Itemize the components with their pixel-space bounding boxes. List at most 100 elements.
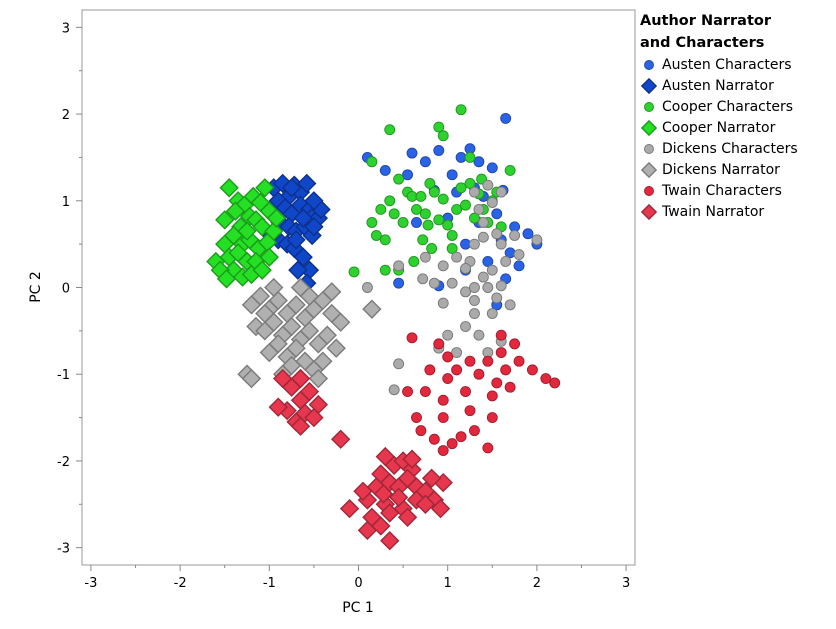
- dickens-narrator-point: [241, 368, 262, 389]
- legend-symbol-twain-characters: [644, 185, 654, 196]
- twain-narrator-point: [421, 468, 442, 488]
- x-tick-label: 0: [354, 576, 362, 591]
- dickens-narrator-point: [250, 286, 271, 306]
- series-layer: [206, 104, 561, 551]
- legend-marker-austen-narrator: [640, 77, 658, 94]
- cooper-characters-point: [437, 193, 449, 205]
- twain-narrator-point: [339, 498, 360, 519]
- dickens-characters-point: [500, 256, 512, 267]
- dickens-characters-point: [469, 308, 480, 319]
- cooper-characters-point: [417, 234, 429, 246]
- legend-label: Dickens Characters: [662, 140, 798, 157]
- twain-characters-point: [437, 412, 449, 424]
- austen-narrator-point: [281, 178, 302, 198]
- twain-narrator-point: [397, 507, 418, 527]
- twain-characters-point: [424, 364, 436, 376]
- dickens-characters-point: [513, 249, 525, 260]
- legend-item-austen-characters: Austen Characters: [640, 54, 830, 75]
- legend-item-cooper-characters: Cooper Characters: [640, 96, 830, 117]
- twain-characters-point: [437, 445, 449, 456]
- dickens-narrator-point: [255, 303, 275, 324]
- cooper-narrator-point: [216, 269, 237, 289]
- austen-narrator-point: [293, 247, 313, 267]
- legend-marker-twain-characters: [644, 185, 654, 196]
- legend-label: Cooper Narrator: [662, 119, 776, 136]
- twain-characters-point: [469, 425, 480, 437]
- legend-item-austen-narrator: Austen Narrator: [640, 75, 830, 96]
- twain-characters-point: [500, 364, 512, 376]
- x-tick-label: 2: [533, 576, 541, 591]
- twain-narrator-point: [415, 494, 436, 514]
- cooper-characters-point: [411, 204, 422, 215]
- dickens-characters-point: [477, 231, 489, 243]
- x-tick-label: -1: [263, 576, 276, 591]
- twain-narrator-point: [290, 368, 311, 389]
- twain-characters-point: [495, 347, 507, 358]
- dickens-characters-point: [482, 179, 494, 191]
- dickens-narrator-point: [322, 282, 342, 302]
- twain-characters-point: [433, 338, 445, 350]
- legend-item-twain-narrator: Twain Narrator: [640, 201, 830, 222]
- y-tick-label: 2: [62, 108, 70, 123]
- cooper-narrator-point: [219, 178, 239, 198]
- dickens-characters-point: [509, 230, 521, 241]
- austen-characters-point: [446, 169, 458, 181]
- cooper-characters-point: [419, 208, 431, 220]
- cooper-narrator-point: [255, 178, 275, 198]
- legend-title-line-2: and Characters: [640, 35, 765, 51]
- cooper-characters-point: [415, 190, 427, 202]
- series-twain-characters: [402, 329, 561, 456]
- twain-narrator-point: [362, 507, 382, 527]
- austen-characters-point: [513, 260, 525, 272]
- cooper-characters-point: [504, 164, 516, 176]
- dickens-characters-point: [469, 186, 480, 198]
- legend-symbol-austen-narrator: [640, 77, 658, 94]
- dickens-narrator-point: [290, 277, 311, 298]
- twain-characters-point: [442, 351, 454, 363]
- legend-label: Dickens Narrator: [662, 161, 780, 178]
- austen-characters-point: [419, 156, 431, 168]
- axes-layer: -3 -2 -1 0 1 2 3 -3 -2 -1 0 1 2 3: [57, 21, 630, 591]
- dickens-characters-point: [460, 286, 471, 298]
- cooper-narrator-point: [264, 221, 284, 241]
- dickens-narrator-point: [317, 325, 337, 345]
- twain-characters-point: [446, 438, 458, 450]
- cooper-characters-point: [455, 104, 467, 116]
- legend-symbol-dickens-characters: [644, 143, 654, 154]
- austen-narrator-point: [304, 217, 324, 237]
- twain-characters-point: [442, 373, 454, 385]
- dickens-characters-point: [451, 251, 463, 263]
- dickens-characters-point: [495, 280, 507, 292]
- legend-marker-austen-characters: [644, 59, 654, 70]
- dickens-narrator-point: [286, 295, 306, 315]
- dickens-narrator-point: [326, 338, 346, 358]
- dickens-characters-point: [469, 295, 480, 306]
- cooper-characters-point: [428, 186, 440, 198]
- dickens-characters-point: [417, 273, 429, 285]
- twain-characters-point: [473, 368, 485, 380]
- cooper-characters-point: [426, 243, 438, 254]
- twain-characters-point: [486, 390, 498, 402]
- dickens-characters-point: [460, 321, 471, 332]
- cooper-characters-point: [370, 230, 382, 241]
- dickens-characters-point: [437, 297, 449, 309]
- series-cooper-narrator: [206, 178, 287, 289]
- dickens-characters-point: [446, 277, 458, 289]
- dickens-characters-point: [491, 228, 503, 240]
- cooper-characters-point: [442, 219, 454, 231]
- legend-item-dickens-characters: Dickens Characters: [640, 138, 830, 159]
- dickens-narrator-point: [308, 368, 329, 389]
- cooper-characters-point: [433, 121, 445, 133]
- cooper-characters-point: [451, 204, 463, 215]
- legend-marker-dickens-characters: [644, 143, 654, 154]
- cooper-narrator-point: [237, 221, 257, 241]
- twain-characters-point: [495, 329, 507, 341]
- x-tick-label: -3: [84, 576, 97, 591]
- twain-narrator-point: [380, 531, 400, 551]
- dickens-narrator-point: [313, 351, 333, 371]
- cooper-characters-point: [375, 204, 387, 215]
- dickens-characters-point: [393, 358, 405, 370]
- twain-characters-point: [419, 386, 431, 398]
- dickens-characters-point: [495, 238, 507, 250]
